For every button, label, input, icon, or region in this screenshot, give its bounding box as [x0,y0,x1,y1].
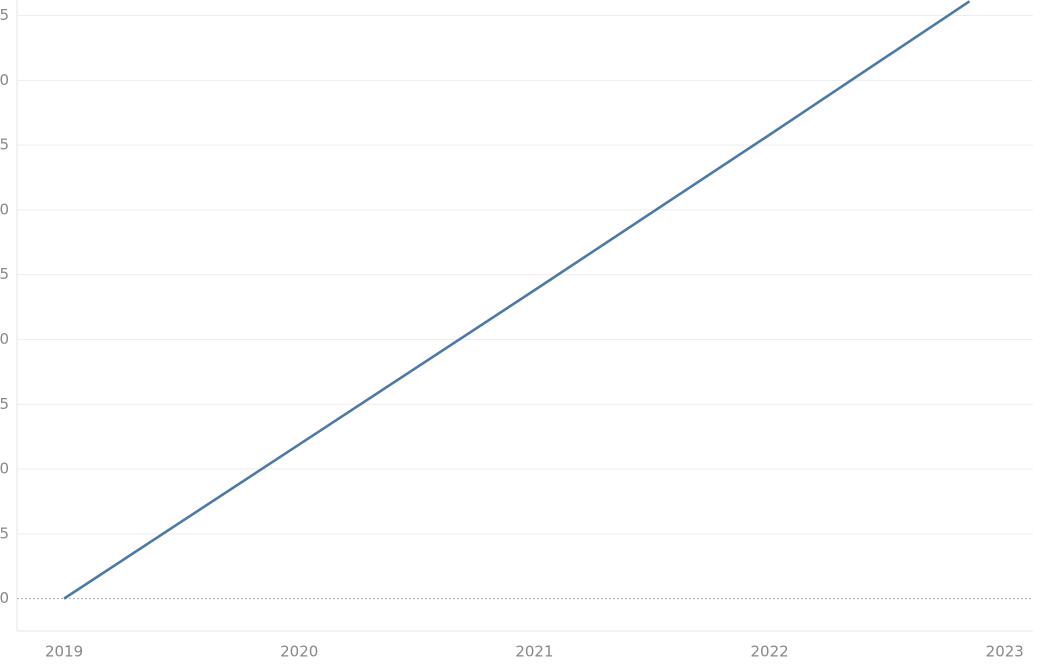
y-tick-label: 0 [0,330,9,348]
y-tick-label: 0 [0,200,9,218]
x-tick-label: 2022 [750,643,788,661]
line [63,0,971,600]
y-tick-label: 5 [0,136,9,154]
x-tick-label: 2020 [280,643,318,661]
x-tick-label: 2021 [515,643,553,661]
x-tick-label: 2023 [986,643,1024,661]
y-tick-label: 0 [0,589,9,607]
y-tick-label: 0 [0,71,9,89]
y-tick-label: 5 [0,524,9,542]
y-tick-label: 5 [0,6,9,24]
y-tick-label: 5 [0,265,9,283]
y-tick-label: 0 [0,460,9,478]
x-tick-label: 2019 [45,643,83,661]
y-tick-label: 5 [0,395,9,413]
